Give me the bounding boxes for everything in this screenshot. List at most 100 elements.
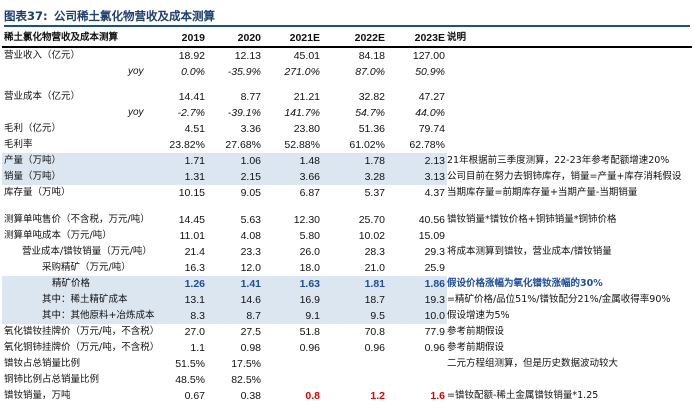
value-cell: 3.66 (299, 171, 320, 183)
value-cell: 5.80 (299, 230, 320, 242)
value-cell: 28.3 (364, 246, 385, 258)
table-row: 产量（万吨） 1.71 1.06 1.48 1.78 2.13 21年根据前三季… (2, 153, 692, 169)
value-cell: 13.1 (184, 294, 205, 306)
value-cell (260, 372, 320, 388)
value-cell: 16.3 (184, 262, 205, 274)
row-note: 假设价格涨幅为氧化镨钕涨幅的30% (447, 276, 692, 292)
value-cell: 2.15 (240, 171, 261, 183)
value-cell: 127.00 (412, 50, 445, 62)
value-cell: 4.08 (240, 230, 261, 242)
row-label: 产量（万吨） (4, 155, 62, 166)
spacer-row (2, 201, 692, 212)
value-cell: 0.98 (240, 342, 261, 354)
row-label: 毛利（亿元） (4, 123, 62, 134)
value-cell: 21.21 (293, 91, 320, 103)
value-cell: 61.02% (349, 139, 385, 151)
value-cell: -39.1% (227, 107, 261, 119)
value-cell: 21.0 (364, 262, 385, 274)
value-cell: 32.82 (358, 91, 385, 103)
value-cell: -2.7% (177, 107, 205, 119)
value-cell: 271.0% (284, 66, 320, 78)
row-note: 二元方程组测算，但是历史数据波动较大 (447, 358, 619, 369)
row-label: 营业收入（亿元） (4, 50, 81, 61)
row-label: 镨钕占总销量比例 (4, 358, 81, 369)
value-cell: 1.2 (370, 390, 385, 402)
value-cell: 10.15 (178, 187, 205, 199)
value-cell: 23.80 (293, 123, 320, 135)
value-cell: 12.13 (234, 50, 261, 62)
value-cell: 1.86 (424, 278, 445, 290)
value-cell: 27.5 (240, 326, 261, 338)
table-row: 其中：稀土精矿成本 13.1 14.6 16.9 18.7 19.3 =精矿价格… (2, 292, 692, 308)
value-cell: 47.27 (418, 91, 445, 103)
value-cell: 12.30 (293, 214, 320, 226)
value-cell: 17.5% (231, 358, 261, 370)
value-cell: 1.6 (430, 390, 445, 402)
value-cell: 18.92 (178, 50, 205, 62)
row-label: 营业成本（亿元） (4, 91, 81, 102)
value-cell (325, 372, 385, 388)
value-cell: 10.0 (424, 310, 445, 322)
row-label: 铜铈比例占总销量比例 (4, 374, 100, 385)
value-cell: 14.6 (240, 294, 261, 306)
table-row: 氧化镨钕挂牌价（万元/吨，不含税） 27.0 27.5 51.8 70.8 77… (2, 324, 692, 340)
value-cell: 23.3 (240, 246, 261, 258)
table-row: yoy 0.0% -35.9% 271.0% 87.0% 50.9% (2, 64, 692, 80)
value-cell: 18.0 (299, 262, 320, 274)
value-cell: 0.67 (184, 390, 205, 402)
value-cell (260, 356, 320, 372)
value-cell: 3.13 (424, 171, 445, 183)
row-note: 21年根据前三季度测算，22-23年参考配额增速20% (447, 153, 692, 169)
value-cell: 45.01 (293, 50, 320, 62)
value-cell: 84.18 (358, 50, 385, 62)
value-cell: 44.0% (415, 107, 445, 119)
value-cell: 62.78% (409, 139, 445, 151)
value-cell: 51.36 (358, 123, 385, 135)
value-cell: 8.3 (190, 310, 205, 322)
value-cell: 0.96 (364, 342, 385, 354)
table-row: 销量（万吨） 1.31 2.15 3.66 3.28 3.13 公司目前在努力去… (2, 169, 692, 185)
value-cell: 5.37 (364, 187, 385, 199)
row-label: 采购精矿（万元/吨） (42, 262, 131, 273)
row-label: 精矿价格 (52, 278, 91, 289)
row-label: 测算单吨成本（万元/吨） (4, 230, 112, 241)
value-cell: 6.87 (299, 187, 320, 199)
table-row: 毛利率 23.82% 27.68% 52.88% 61.02% 62.78% (2, 137, 692, 153)
value-cell: 5.63 (240, 214, 261, 226)
value-cell: 79.74 (418, 123, 445, 135)
value-cell: 26.0 (299, 246, 320, 258)
value-cell: 15.09 (418, 230, 445, 242)
value-cell: 1.63 (299, 278, 320, 290)
value-cell: 16.9 (299, 294, 320, 306)
header-note: 说明 (447, 32, 467, 43)
value-cell: 27.68% (225, 139, 261, 151)
value-cell: 0.0% (181, 66, 205, 78)
table-row: 营业成本（亿元） 14.41 8.77 21.21 32.82 47.27 (2, 89, 692, 105)
value-cell (385, 372, 445, 388)
table-row: 采购精矿（万元/吨） 16.3 12.0 18.0 21.0 25.9 (2, 260, 692, 276)
value-cell: 8.7 (246, 310, 261, 322)
value-cell: 0.96 (424, 342, 445, 354)
row-note: 参考前期假设 (447, 326, 505, 337)
table-row: 毛利（亿元） 4.51 3.36 23.80 51.36 79.74 (2, 121, 692, 137)
value-cell: 14.41 (178, 91, 205, 103)
value-cell: 2.13 (424, 155, 445, 167)
table-row: 其中：其他原料+冶炼成本 8.3 8.7 9.1 9.5 10.0 假设增速为5… (2, 308, 692, 324)
value-cell: 9.5 (370, 310, 385, 322)
table-row: yoy -2.7% -39.1% 141.7% 54.7% 44.0% (2, 105, 692, 121)
value-cell: 51.8 (299, 326, 320, 338)
row-label: 氧化镨钕挂牌价（万元/吨，不含税） (4, 326, 160, 337)
row-label: 测算单吨售价（不含税，万元/吨） (4, 214, 150, 225)
row-note: 当期库存量=前期库存量+当期产量-当期销量 (447, 187, 638, 198)
value-cell: 0.8 (305, 390, 320, 402)
row-note: 镨钕销量*镨钕价格+铜铈销量*铜铈价格 (447, 214, 617, 225)
value-cell: 51.5% (175, 358, 205, 370)
value-cell: 0.96 (299, 342, 320, 354)
value-cell: 87.0% (355, 66, 385, 78)
value-cell: 77.9 (424, 326, 445, 338)
value-cell: 1.1 (190, 342, 205, 354)
row-label: 氧化铜铈挂牌价（万元/吨，不含税） (4, 342, 160, 353)
row-note: =镨钕配额-稀土金属镨钕销量*1.25 (447, 390, 599, 401)
value-cell: 50.9% (415, 66, 445, 78)
